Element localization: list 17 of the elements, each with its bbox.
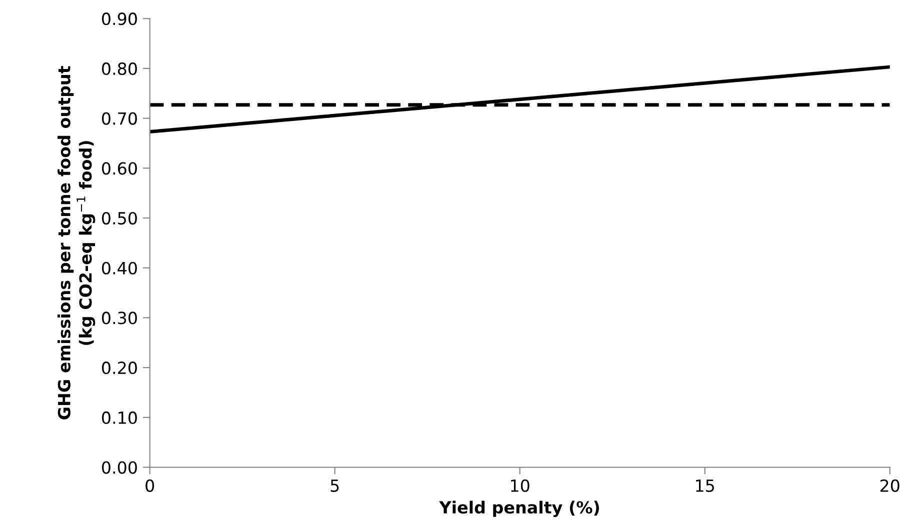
y-tick-label: 0.30 xyxy=(102,312,137,324)
x-tick-label: 20 xyxy=(880,479,900,492)
y-tick-label: 0.60 xyxy=(102,162,137,175)
y-tick-label: 0.20 xyxy=(102,362,137,374)
y-tick-label: 0.00 xyxy=(102,461,137,474)
x-tick-label: 15 xyxy=(696,480,714,492)
x-tick-label: 0 xyxy=(146,479,154,492)
y-tick-label: 0.10 xyxy=(102,411,137,424)
y-tick-label: 0.80 xyxy=(102,62,137,76)
x-tick-label: 10 xyxy=(511,479,530,492)
y-tick-label: 0.90 xyxy=(102,12,137,26)
x-tick-label: 5 xyxy=(330,480,339,492)
y-axis-title: GHG emissions per tonne food output (kg CO2-eq kg$^{−1}$ food) xyxy=(58,66,96,420)
y-tick-label: 0.70 xyxy=(102,112,137,125)
x-axis-title: Yield penalty (%) xyxy=(439,500,599,518)
y-tick-label: 0.50 xyxy=(102,212,137,225)
y-tick-label: 0.40 xyxy=(102,262,137,274)
